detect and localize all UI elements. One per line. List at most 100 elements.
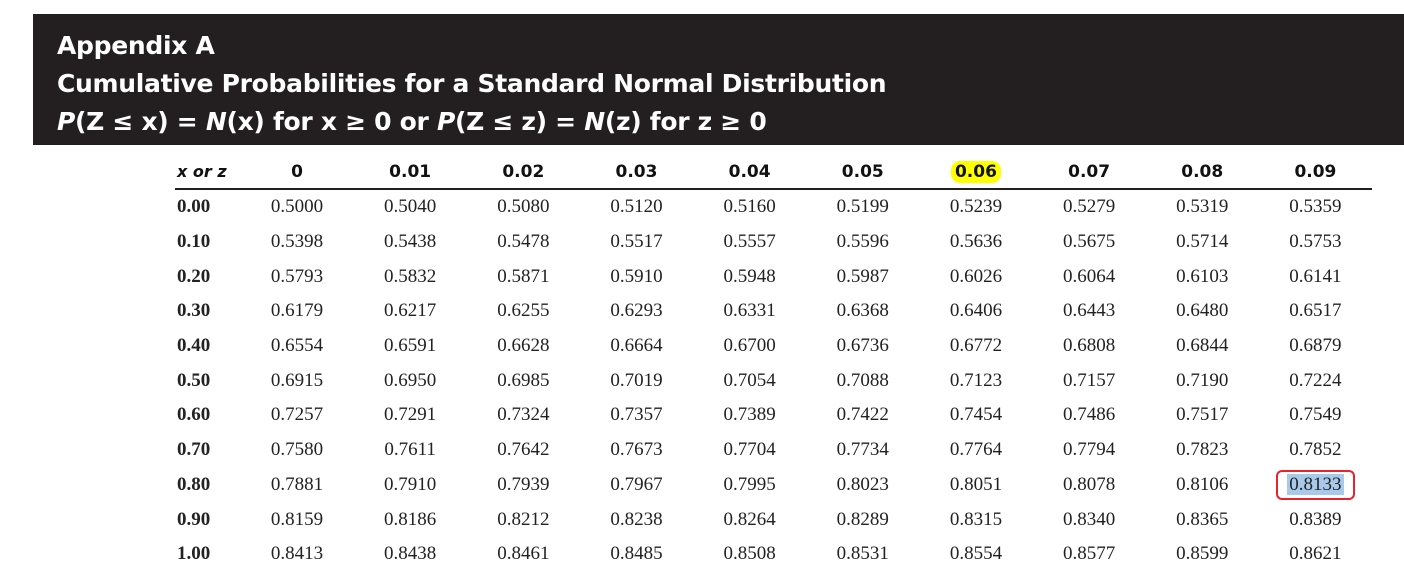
table-cell[interactable]: 0.5279 (1062, 196, 1116, 218)
table-cell[interactable]: 0.5517 (610, 231, 663, 253)
table-cell[interactable]: 0.8508 (723, 543, 776, 565)
table-cell[interactable]: 0.7580 (270, 439, 324, 461)
table-cell[interactable]: 0.7054 (723, 369, 776, 391)
table-cell[interactable]: 0.7123 (949, 369, 1003, 391)
table-cell[interactable]: 0.6844 (1176, 335, 1229, 357)
table-cell[interactable]: 0.5793 (270, 265, 324, 287)
table-cell[interactable]: 0.7422 (836, 404, 889, 426)
table-cell[interactable]: 0.6736 (836, 335, 889, 357)
table-cell[interactable]: 0.6700 (723, 335, 776, 357)
table-cell[interactable]: 0.8289 (836, 508, 889, 530)
table-cell[interactable]: 0.7734 (836, 439, 889, 461)
table-cell[interactable]: 0.7517 (1176, 404, 1229, 426)
table-cell[interactable]: 0.6368 (836, 300, 889, 322)
table-cell[interactable]: 0.5557 (723, 231, 776, 253)
table-cell[interactable]: 0.5359 (1289, 196, 1342, 218)
table-cell[interactable]: 0.8621 (1289, 543, 1342, 565)
table-cell[interactable]: 0.8106 (1176, 473, 1229, 495)
table-cell[interactable]: 0.7967 (610, 473, 663, 495)
table-cell[interactable]: 0.7673 (610, 439, 663, 461)
table-cell[interactable]: 0.5398 (270, 231, 324, 253)
table-cell[interactable]: 0.6772 (949, 335, 1003, 357)
table-cell[interactable]: 0.7704 (723, 439, 776, 461)
table-cell[interactable]: 0.7019 (610, 369, 663, 391)
table-cell[interactable]: 0.6950 (384, 369, 437, 391)
table-cell[interactable]: 0.6808 (1062, 335, 1116, 357)
table-cell[interactable]: 0.5948 (723, 265, 776, 287)
table-cell[interactable]: 0.8365 (1176, 508, 1229, 530)
table-cell[interactable]: 0.6664 (610, 335, 663, 357)
table-cell[interactable]: 0.7454 (949, 404, 1003, 426)
table-cell[interactable]: 0.6879 (1289, 335, 1342, 357)
table-cell[interactable]: 0.6141 (1289, 265, 1342, 287)
table-cell[interactable]: 0.7910 (384, 473, 437, 495)
table-cell[interactable]: 0.7224 (1289, 369, 1342, 391)
table-cell[interactable]: 0.7324 (497, 404, 550, 426)
table-cell[interactable]: 0.6554 (270, 335, 324, 357)
table-cell[interactable]: 0.8599 (1176, 543, 1229, 565)
table-cell[interactable]: 0.7642 (497, 439, 550, 461)
table-cell[interactable]: 0.5478 (497, 231, 550, 253)
table-cell[interactable]: 0.8159 (270, 508, 324, 530)
table-cell[interactable]: 0.7611 (384, 439, 436, 461)
table-cell[interactable]: 0.5040 (384, 196, 437, 218)
table-cell[interactable]: 0.7357 (610, 404, 663, 426)
table-cell[interactable]: 0.7794 (1062, 439, 1116, 461)
table-cell[interactable]: 0.5438 (384, 231, 437, 253)
table-cell[interactable]: 0.7764 (949, 439, 1003, 461)
table-cell[interactable]: 0.5987 (836, 265, 889, 287)
table-cell[interactable]: 0.8485 (610, 543, 663, 565)
table-cell[interactable]: 0.8264 (723, 508, 776, 530)
table-cell[interactable]: 0.8531 (836, 543, 889, 565)
table-cell[interactable]: 0.6331 (723, 300, 776, 322)
table-cell[interactable]: 0.5753 (1289, 231, 1342, 253)
table-cell[interactable]: 0.8023 (836, 473, 889, 495)
table-cell[interactable]: 0.7291 (384, 404, 437, 426)
table-cell[interactable]: 0.5080 (497, 196, 550, 218)
table-cell[interactable]: 0.8238 (610, 508, 663, 530)
table-cell[interactable]: 0.5675 (1062, 231, 1116, 253)
table-cell[interactable]: 0.5596 (836, 231, 889, 253)
table-cell[interactable]: 0.8340 (1062, 508, 1116, 530)
table-cell[interactable]: 0.5910 (610, 265, 663, 287)
table-cell[interactable]: 0.6179 (270, 300, 324, 322)
table-cell[interactable]: 0.7157 (1062, 369, 1116, 391)
table-cell[interactable]: 0.6985 (497, 369, 550, 391)
table-cell[interactable]: 0.8554 (949, 543, 1003, 565)
table-cell[interactable]: 0.7190 (1176, 369, 1229, 391)
table-cell[interactable]: 0.5199 (836, 196, 889, 218)
table-cell[interactable]: 0.7881 (270, 473, 324, 495)
table-cell[interactable]: 0.5319 (1176, 196, 1229, 218)
table-cell[interactable]: 0.5832 (384, 265, 437, 287)
table-cell[interactable]: 0.8315 (949, 508, 1003, 530)
table-cell[interactable]: 0.6217 (384, 300, 437, 322)
table-cell[interactable]: 0.5239 (949, 196, 1003, 218)
table-cell[interactable]: 0.7549 (1289, 404, 1342, 426)
table-cell[interactable]: 0.6255 (497, 300, 550, 322)
table-cell[interactable]: 0.6026 (949, 265, 1003, 287)
table-cell[interactable]: 0.6480 (1176, 300, 1229, 322)
table-cell[interactable]: 0.7995 (723, 473, 776, 495)
table-cell[interactable]: 0.6406 (949, 300, 1003, 322)
table-cell[interactable]: 0.8461 (497, 543, 550, 565)
table-cell[interactable]: 0.8413 (270, 543, 324, 565)
table-cell[interactable]: 0.6064 (1062, 265, 1116, 287)
table-cell[interactable]: 0.8438 (384, 543, 437, 565)
table-cell[interactable]: 0.7852 (1289, 439, 1342, 461)
table-cell[interactable]: 0.8186 (384, 508, 437, 530)
table-cell[interactable]: 0.6293 (610, 300, 663, 322)
table-cell[interactable]: 0.6591 (384, 335, 437, 357)
table-cell[interactable]: 0.8389 (1289, 508, 1342, 530)
table-cell[interactable]: 0.5120 (610, 196, 663, 218)
selected-table-cell[interactable]: 0.8133 (1259, 468, 1372, 503)
table-cell[interactable]: 0.6628 (497, 335, 550, 357)
table-cell[interactable]: 0.7389 (723, 404, 776, 426)
table-cell[interactable]: 0.7088 (836, 369, 889, 391)
table-cell[interactable]: 0.6443 (1062, 300, 1116, 322)
table-cell[interactable]: 0.8078 (1062, 473, 1116, 495)
table-cell[interactable]: 0.7939 (497, 473, 550, 495)
table-cell[interactable]: 0.8212 (497, 508, 550, 530)
table-cell[interactable]: 0.7486 (1062, 404, 1116, 426)
table-cell[interactable]: 0.5160 (723, 196, 776, 218)
table-cell[interactable]: 0.7257 (270, 404, 324, 426)
